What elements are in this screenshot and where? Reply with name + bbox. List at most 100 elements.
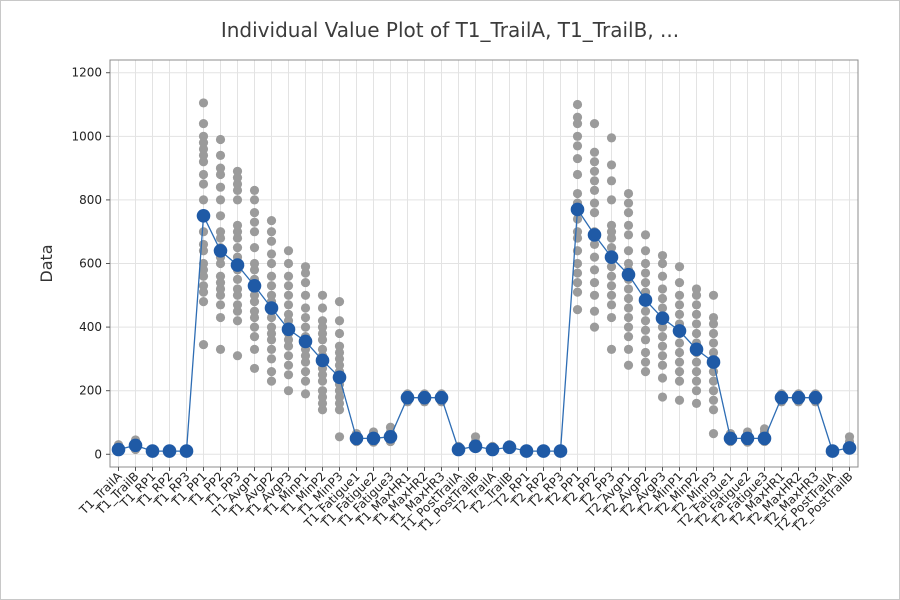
mean-symbol — [502, 440, 517, 455]
data-point — [215, 150, 226, 160]
mean-symbol — [366, 431, 381, 446]
data-point — [606, 176, 617, 186]
data-point — [232, 220, 243, 230]
data-point — [283, 351, 294, 361]
data-point — [232, 290, 243, 300]
mean-symbol — [604, 250, 619, 264]
data-point — [708, 376, 719, 386]
mean-symbol — [791, 390, 806, 405]
mean-symbol — [298, 334, 313, 349]
data-point — [215, 211, 226, 221]
data-point — [300, 303, 311, 313]
data-point — [300, 389, 311, 399]
data-point — [283, 290, 294, 300]
data-point — [232, 179, 243, 189]
y-axis-title: Data — [37, 244, 56, 282]
data-point — [572, 99, 583, 110]
data-point — [572, 258, 583, 269]
data-point — [266, 236, 277, 246]
data-point — [215, 258, 226, 269]
data-point — [232, 274, 243, 284]
data-point — [249, 306, 260, 316]
data-point — [640, 335, 651, 345]
data-point — [300, 290, 311, 300]
mean-symbol — [111, 442, 126, 457]
mean-symbol — [417, 390, 432, 405]
data-point — [623, 246, 634, 256]
y-tick-label: 1200 — [71, 66, 102, 80]
mean-symbol — [706, 355, 721, 369]
data-point — [606, 233, 617, 243]
data-point — [589, 157, 600, 167]
data-point — [266, 271, 277, 281]
data-point — [198, 339, 209, 350]
y-tick-label: 600 — [79, 257, 102, 271]
data-point — [317, 344, 328, 354]
data-point — [606, 312, 617, 323]
data-point — [249, 297, 260, 307]
data-point — [572, 268, 583, 278]
data-point — [589, 306, 600, 316]
data-point — [300, 367, 311, 377]
data-point — [691, 319, 702, 329]
data-point — [589, 185, 600, 195]
data-point — [198, 265, 209, 275]
data-point — [606, 160, 617, 170]
data-point — [283, 300, 294, 310]
data-point — [198, 179, 209, 189]
data-point — [266, 335, 277, 345]
data-point — [640, 246, 651, 256]
data-point — [232, 243, 243, 253]
mean-symbol — [825, 444, 840, 458]
data-point — [334, 398, 345, 409]
data-point — [334, 328, 345, 339]
data-point — [334, 297, 345, 307]
data-point — [572, 169, 583, 180]
data-point — [589, 118, 600, 129]
data-point — [317, 328, 328, 339]
data-point — [283, 360, 294, 370]
data-point — [759, 424, 770, 434]
data-point — [674, 262, 685, 272]
mean-symbol — [774, 390, 789, 405]
data-point — [640, 258, 651, 269]
data-point — [232, 173, 243, 183]
data-point — [385, 422, 396, 432]
data-point — [198, 281, 209, 291]
mean-symbol — [672, 324, 687, 338]
data-point — [640, 367, 651, 377]
data-point — [198, 118, 209, 129]
data-point — [249, 185, 260, 195]
data-point — [215, 290, 226, 300]
data-point — [589, 198, 600, 208]
data-point — [657, 341, 668, 351]
data-point — [249, 243, 260, 253]
data-point — [708, 386, 719, 396]
data-point — [334, 405, 345, 415]
mean-symbol — [179, 444, 194, 458]
data-point — [572, 118, 583, 129]
data-point — [198, 157, 209, 167]
data-point — [334, 341, 345, 351]
data-point — [317, 316, 328, 326]
mean-symbol — [468, 439, 483, 454]
data-point — [198, 98, 209, 108]
data-point — [640, 306, 651, 316]
mean-symbol — [247, 278, 262, 293]
data-point — [674, 395, 685, 405]
data-point — [572, 141, 583, 151]
data-point — [215, 233, 226, 243]
data-point — [266, 312, 277, 323]
data-point — [691, 300, 702, 310]
data-point — [317, 376, 328, 386]
data-point — [317, 392, 328, 402]
data-point — [623, 322, 634, 332]
mean-symbol — [740, 431, 755, 446]
data-point — [266, 215, 277, 226]
data-point — [215, 300, 226, 310]
data-point — [334, 386, 345, 396]
data-point — [198, 131, 209, 141]
data-point — [623, 208, 634, 218]
data-point — [266, 367, 277, 377]
